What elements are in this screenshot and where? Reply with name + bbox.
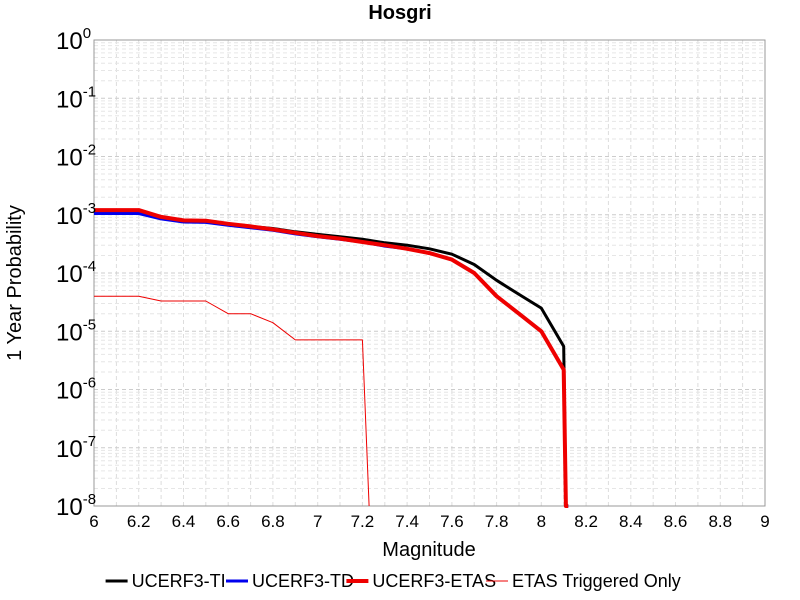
x-tick-label: 8 (537, 512, 546, 531)
y-tick-label: 10-1 (56, 83, 96, 113)
x-tick-label: 7.6 (440, 512, 464, 531)
x-tick-label: 6.8 (261, 512, 285, 531)
plot-frame (93, 39, 766, 507)
y-tick-label: 10-3 (56, 200, 96, 230)
y-tick-label: 100 (56, 25, 91, 55)
series-line-ucerf3-etas (94, 208, 569, 508)
x-tick-label: 8.6 (664, 512, 688, 531)
y-tick-label: 10-4 (56, 258, 96, 288)
x-tick-label: 7.4 (395, 512, 419, 531)
legend-item: UCERF3-TI (105, 571, 226, 591)
legend-label: UCERF3-ETAS (372, 571, 496, 591)
x-tick-label: 6.6 (216, 512, 240, 531)
legend-label: UCERF3-TD (252, 571, 354, 591)
x-tick-labels: 6 6.2 6.4 6.6 6.8 7 7.2 7.4 7.6 7.8 8 8.2 8.4 8.6 8.8 9 (89, 512, 769, 531)
legend-item: UCERF3-ETAS (346, 571, 496, 591)
legend-item: UCERF3-TD (226, 571, 354, 591)
x-tick-label: 7.2 (351, 512, 375, 531)
x-tick-label: 6 (89, 512, 98, 531)
legend: UCERF3-TI UCERF3-TD UCERF3-ETAS ETAS Trigge… (105, 571, 681, 591)
x-tick-label: 8.8 (708, 512, 732, 531)
series-line-etas-triggered-only (94, 295, 370, 507)
legend-item: ETAS Triggered Only (486, 571, 681, 591)
x-tick-label: 6.2 (127, 512, 151, 531)
legend-label: ETAS Triggered Only (512, 571, 681, 591)
y-axis-label: 1 Year Probability (4, 205, 26, 361)
x-tick-label: 7.8 (485, 512, 509, 531)
x-tick-label: 8.4 (619, 512, 643, 531)
x-tick-label: 9 (760, 512, 769, 531)
y-tick-labels: 100 10-1 10-2 10-3 10-4 10-5 10-6 10-7 10-8 (56, 25, 96, 521)
y-tick-label: 10-7 (56, 433, 96, 463)
x-axis-label: Magnitude (382, 539, 475, 561)
y-tick-label: 10-6 (56, 375, 96, 405)
x-tick-label: 8.2 (574, 512, 598, 531)
series-layer (94, 208, 569, 508)
chart-title: Hosgri (368, 2, 431, 24)
grid (94, 40, 765, 506)
y-tick-label: 10-5 (56, 316, 96, 346)
legend-label: UCERF3-TI (132, 571, 226, 591)
y-tick-label: 10-8 (56, 491, 96, 521)
y-tick-label: 10-2 (56, 142, 96, 172)
x-tick-label: 6.4 (172, 512, 196, 531)
x-tick-label: 7 (313, 512, 322, 531)
